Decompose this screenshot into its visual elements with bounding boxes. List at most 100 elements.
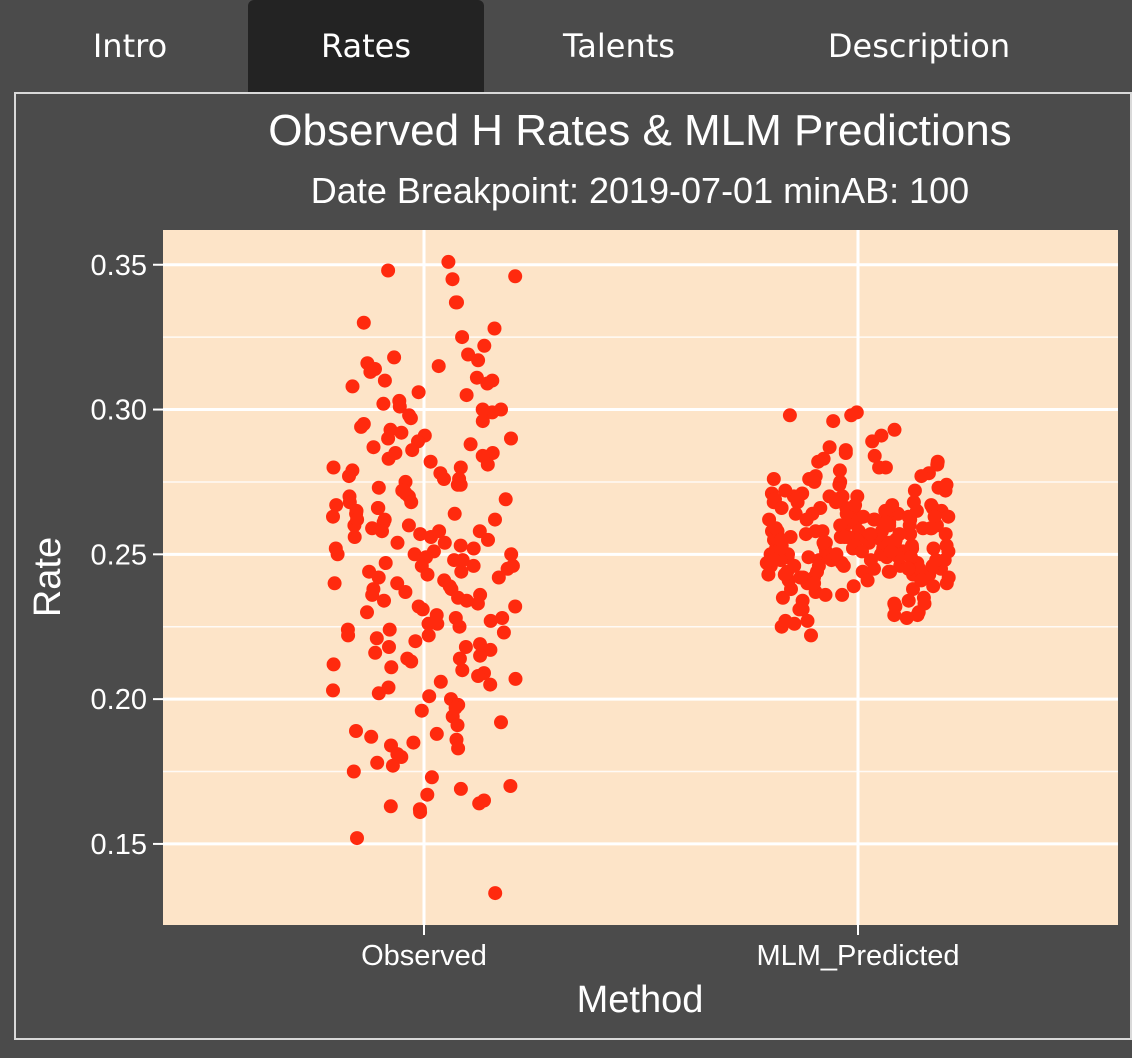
data-point bbox=[483, 613, 498, 628]
data-point bbox=[878, 503, 893, 518]
data-point bbox=[326, 509, 340, 524]
data-point bbox=[404, 654, 419, 669]
data-point bbox=[413, 805, 428, 820]
data-point bbox=[901, 593, 916, 608]
data-point bbox=[816, 535, 831, 550]
data-point bbox=[887, 608, 902, 623]
data-point bbox=[881, 564, 896, 579]
data-point bbox=[463, 437, 478, 452]
data-point bbox=[341, 628, 356, 643]
data-point bbox=[432, 524, 447, 539]
data-point bbox=[466, 558, 481, 573]
y-axis-ticks: 0.15 0.20 0.25 0.30 0.35 bbox=[91, 250, 163, 861]
data-point bbox=[471, 669, 486, 683]
data-point bbox=[429, 726, 444, 741]
data-point bbox=[926, 579, 941, 594]
data-point bbox=[364, 729, 379, 744]
data-point bbox=[767, 553, 782, 568]
data-point bbox=[403, 411, 418, 426]
x-axis-title: Method bbox=[577, 979, 704, 1021]
data-point bbox=[371, 480, 386, 495]
data-point bbox=[396, 483, 411, 498]
data-point bbox=[414, 703, 429, 718]
data-point bbox=[421, 616, 436, 631]
data-point bbox=[433, 674, 448, 689]
data-point bbox=[804, 628, 818, 643]
data-point bbox=[453, 781, 468, 796]
data-point bbox=[368, 645, 383, 660]
data-point bbox=[437, 472, 451, 486]
x-axis-ticks: Observed MLM_Predicted bbox=[361, 925, 960, 972]
data-point bbox=[350, 512, 365, 527]
y-tick-label: 0.25 bbox=[91, 539, 147, 571]
data-point bbox=[454, 564, 469, 579]
data-point bbox=[458, 640, 473, 654]
data-point bbox=[370, 501, 385, 515]
data-point bbox=[420, 787, 435, 802]
data-point bbox=[375, 524, 389, 539]
data-point bbox=[832, 477, 847, 492]
data-point bbox=[437, 535, 452, 550]
data-point bbox=[398, 585, 413, 599]
data-point bbox=[413, 527, 428, 542]
data-point bbox=[496, 625, 511, 640]
data-point bbox=[888, 532, 903, 547]
data-point bbox=[387, 350, 402, 365]
tab-rates[interactable]: Rates bbox=[248, 0, 484, 92]
data-point bbox=[408, 634, 423, 649]
data-point bbox=[787, 558, 802, 573]
data-point bbox=[371, 570, 386, 585]
y-tick-label: 0.20 bbox=[91, 684, 147, 716]
data-point bbox=[505, 558, 520, 573]
tab-intro[interactable]: Intro bbox=[92, 27, 168, 65]
data-point bbox=[811, 454, 826, 469]
data-point bbox=[459, 388, 474, 403]
data-point bbox=[381, 431, 396, 446]
data-point bbox=[867, 512, 882, 527]
data-point bbox=[930, 457, 945, 472]
data-point bbox=[327, 576, 342, 591]
data-point bbox=[370, 755, 385, 770]
data-point bbox=[941, 509, 956, 524]
data-point bbox=[939, 477, 954, 492]
data-points bbox=[326, 254, 956, 901]
data-point bbox=[832, 463, 847, 478]
data-point bbox=[504, 431, 518, 446]
data-point bbox=[488, 512, 502, 527]
x-tick-label: Observed bbox=[361, 940, 487, 972]
data-point bbox=[469, 370, 484, 385]
data-point bbox=[450, 477, 465, 492]
data-point bbox=[907, 483, 922, 498]
data-point bbox=[366, 582, 381, 597]
data-point bbox=[394, 425, 409, 440]
data-point bbox=[347, 530, 362, 544]
data-point bbox=[345, 379, 360, 394]
data-point bbox=[342, 489, 357, 504]
data-point bbox=[360, 605, 374, 620]
data-point bbox=[927, 509, 942, 524]
data-point bbox=[799, 512, 814, 527]
tab-talents[interactable]: Talents bbox=[563, 27, 675, 65]
data-point bbox=[431, 359, 446, 374]
data-point bbox=[366, 440, 381, 455]
y-tick-label: 0.35 bbox=[91, 250, 147, 282]
data-point bbox=[807, 576, 822, 591]
data-point bbox=[384, 660, 399, 675]
data-point bbox=[837, 530, 852, 544]
data-point bbox=[383, 799, 398, 814]
data-point bbox=[784, 582, 798, 597]
data-point bbox=[782, 408, 797, 423]
data-point bbox=[326, 657, 341, 672]
data-point bbox=[926, 541, 941, 556]
data-point bbox=[909, 503, 924, 518]
data-point bbox=[475, 402, 490, 417]
data-point bbox=[774, 501, 789, 515]
data-point bbox=[906, 582, 920, 597]
data-point bbox=[342, 469, 356, 484]
data-point bbox=[377, 593, 391, 608]
data-point bbox=[914, 573, 929, 588]
data-point bbox=[828, 495, 843, 510]
data-point bbox=[494, 715, 508, 730]
data-point bbox=[330, 547, 345, 562]
tab-description[interactable]: Description bbox=[827, 27, 1011, 65]
